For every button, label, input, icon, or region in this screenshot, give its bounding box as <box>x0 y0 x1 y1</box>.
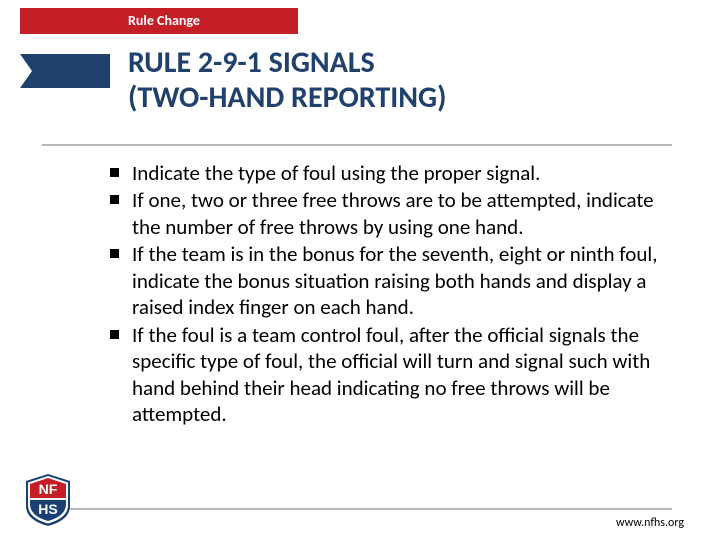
bullet-text: If the team is in the bonus for the seve… <box>132 241 657 320</box>
slide-title: RULE 2-9-1 SIGNALS (TWO-HAND REPORTING) <box>128 46 447 115</box>
list-item: If the foul is a team control foul, afte… <box>110 322 660 428</box>
nfhs-logo-icon: NF HS <box>26 474 70 526</box>
rule-change-banner: Rule Change <box>20 8 298 34</box>
title-flag-icon <box>20 48 120 94</box>
title-row: RULE 2-9-1 SIGNALS (TWO-HAND REPORTING) <box>20 48 700 128</box>
title-line2: (TWO-HAND REPORTING) <box>128 79 447 116</box>
bullet-list: Indicate the type of foul using the prop… <box>110 160 660 429</box>
divider-top <box>42 144 672 146</box>
bullet-text: If the foul is a team control foul, afte… <box>132 322 650 427</box>
bullet-text: Indicate the type of foul using the prop… <box>132 160 540 186</box>
logo-top-text: NF <box>39 481 58 497</box>
list-item: Indicate the type of foul using the prop… <box>110 160 660 186</box>
divider-bottom <box>42 508 672 510</box>
list-item: If one, two or three free throws are to … <box>110 187 660 240</box>
bullet-text: If one, two or three free throws are to … <box>132 187 654 239</box>
logo-bottom-text: HS <box>38 501 57 517</box>
footer-url: www.nfhs.org <box>616 516 684 530</box>
banner-label: Rule Change <box>128 12 200 29</box>
title-line1: RULE 2-9-1 SIGNALS <box>128 44 375 81</box>
list-item: If the team is in the bonus for the seve… <box>110 241 660 320</box>
